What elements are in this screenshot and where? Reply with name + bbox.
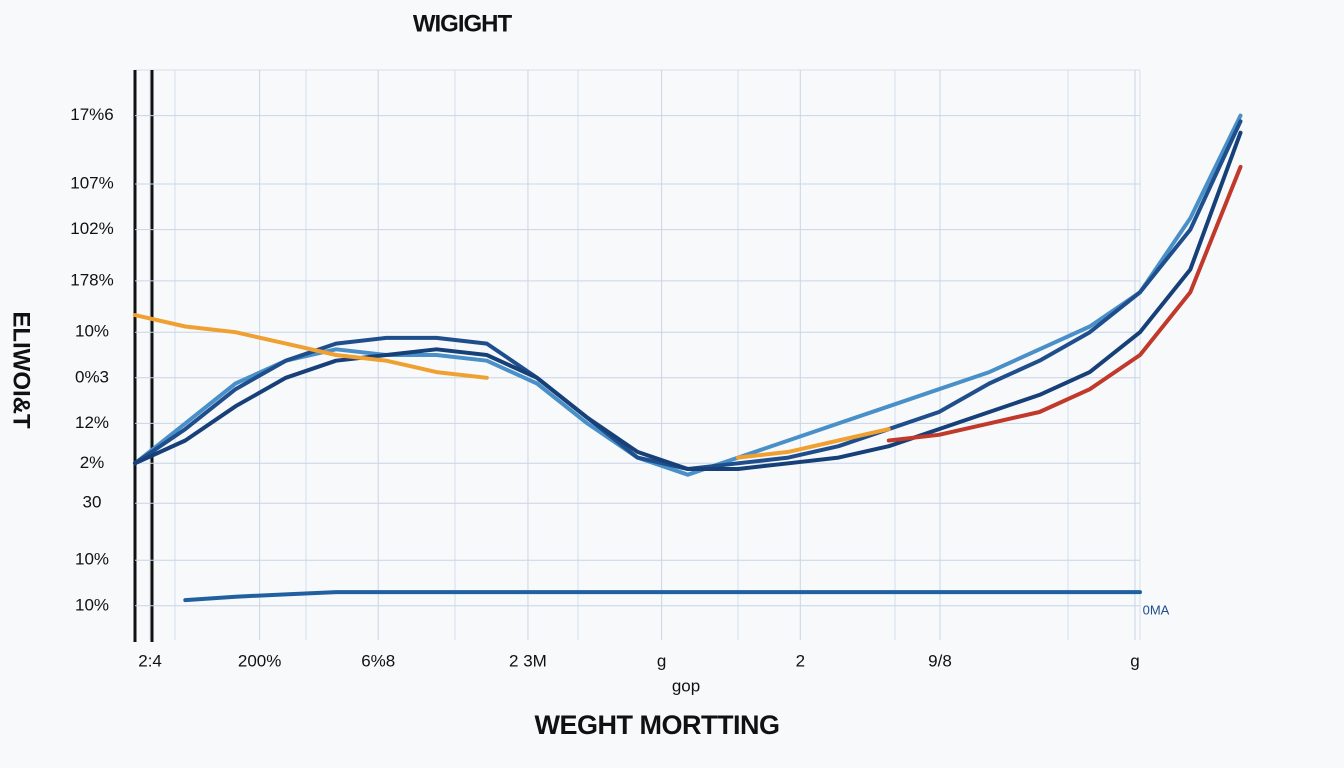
x-tick-label: 2 — [796, 651, 805, 670]
y-tick-label: 107% — [70, 173, 113, 192]
series-line — [183, 590, 1142, 603]
annotation: 0MA — [1143, 602, 1170, 617]
y-axis-title: ELIWOI&T — [8, 311, 35, 429]
x-tick-label: 6%8 — [361, 651, 395, 670]
y-tick-label: 10% — [75, 595, 109, 614]
y-tick-label: 102% — [70, 219, 113, 238]
y-tick-label: 10% — [75, 550, 109, 569]
y-tick-label: 2% — [80, 453, 105, 472]
y-tick-label: 17%6 — [70, 105, 113, 124]
y-tick-label: 0%3 — [75, 367, 109, 386]
x-tick-label: 2:4 — [138, 651, 162, 670]
x-axis-title: WEGHT MORTTING — [535, 710, 780, 740]
x-tick-label: g — [657, 651, 666, 670]
y-tick-label: 178% — [70, 270, 113, 289]
chart-title: WIGIGHT — [413, 10, 513, 37]
series-line — [133, 313, 891, 460]
y-tick-label: 10% — [75, 322, 109, 341]
y-tick-label: 30 — [83, 493, 102, 512]
x-tick-label: g — [1130, 651, 1139, 670]
x-tick-label: 9/8 — [928, 651, 952, 670]
series-line — [886, 164, 1243, 443]
annotation: gop — [672, 676, 700, 695]
x-tick-label: 200% — [238, 651, 281, 670]
series-line — [133, 130, 1243, 471]
y-tick-label: 12% — [75, 413, 109, 432]
x-tick-label: 2 3M — [509, 651, 547, 670]
